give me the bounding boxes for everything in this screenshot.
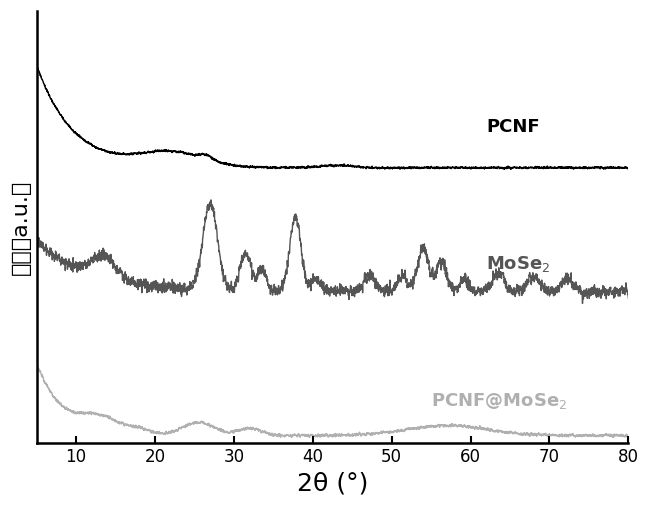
- Y-axis label: 强度（a.u.）: 强度（a.u.）: [11, 179, 31, 275]
- Text: PCNF: PCNF: [486, 118, 540, 136]
- X-axis label: 2θ (°): 2θ (°): [297, 472, 368, 496]
- Text: PCNF@MoSe$_2$: PCNF@MoSe$_2$: [431, 391, 567, 411]
- Text: MoSe$_2$: MoSe$_2$: [486, 255, 551, 274]
